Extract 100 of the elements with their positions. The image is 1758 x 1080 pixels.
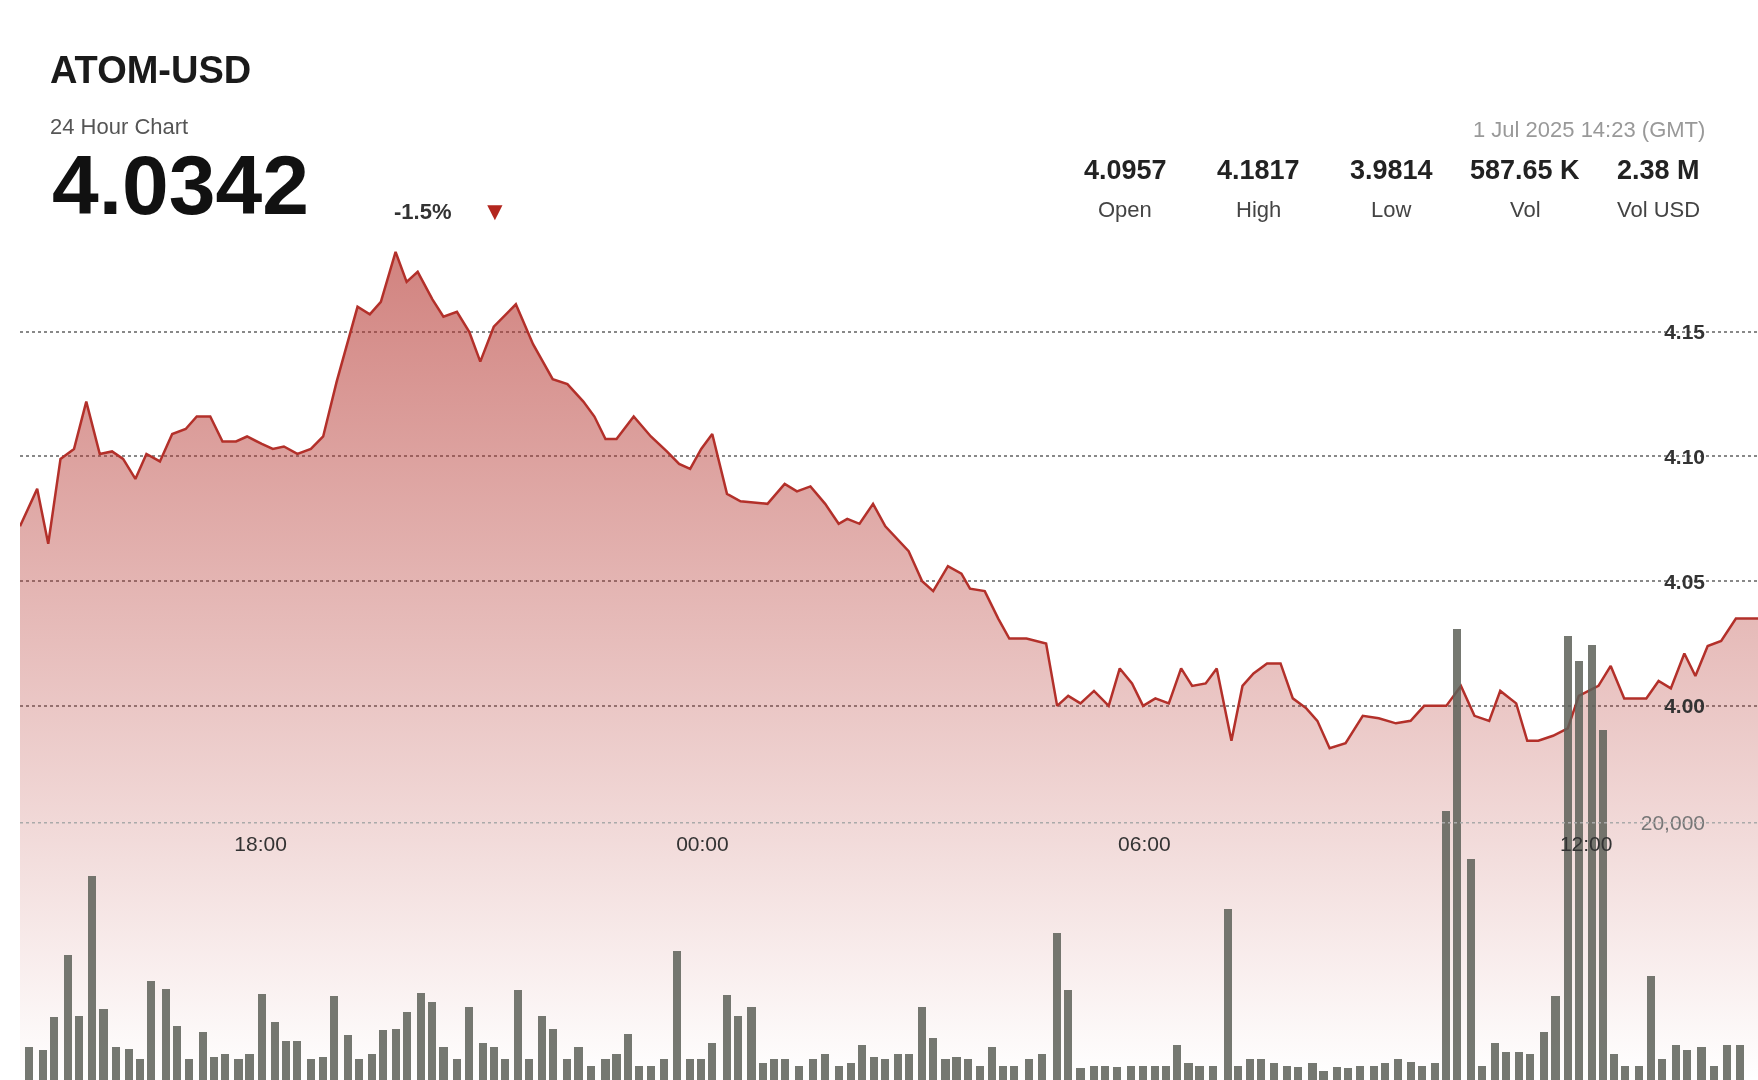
- bar: [601, 1059, 610, 1080]
- bar: [185, 1059, 193, 1080]
- y-tick-label: 4.00: [1664, 694, 1705, 718]
- bar: [221, 1054, 229, 1080]
- bar: [538, 1016, 546, 1080]
- bar: [428, 1002, 436, 1080]
- bar: [465, 1007, 473, 1080]
- bar: [199, 1032, 207, 1080]
- bar: [147, 981, 155, 1080]
- bar: [1010, 1066, 1018, 1080]
- y2-tick-label: 20,000: [1640, 811, 1705, 835]
- bar: [587, 1066, 595, 1080]
- bar: [858, 1045, 866, 1080]
- bar: [417, 993, 425, 1080]
- bar: [673, 951, 681, 1080]
- bar: [635, 1066, 643, 1080]
- bar: [723, 995, 731, 1080]
- bar: [173, 1026, 181, 1080]
- bar: [525, 1059, 533, 1080]
- bar: [988, 1047, 996, 1080]
- bar: [282, 1041, 290, 1080]
- bar: [479, 1043, 487, 1080]
- bar: [1502, 1052, 1510, 1080]
- bar: [1333, 1067, 1341, 1080]
- bar: [1162, 1066, 1170, 1080]
- bar: [1257, 1059, 1265, 1080]
- bar: [747, 1007, 756, 1080]
- bar: [392, 1029, 400, 1080]
- y-tick-label: 4.15: [1664, 320, 1706, 344]
- bar: [330, 996, 338, 1080]
- bar: [976, 1066, 984, 1080]
- bar: [307, 1059, 315, 1080]
- bar: [647, 1066, 655, 1080]
- annotation: 4.0957: [1084, 155, 1167, 185]
- bar: [1431, 1063, 1439, 1080]
- bar: [1101, 1066, 1109, 1080]
- bar: [809, 1059, 817, 1080]
- bar: [125, 1049, 133, 1080]
- bar: [1151, 1066, 1159, 1080]
- bar: [1540, 1032, 1548, 1080]
- bar: [1294, 1067, 1302, 1080]
- bar: [39, 1050, 47, 1080]
- bar: [847, 1063, 855, 1080]
- bar: [1344, 1068, 1352, 1080]
- bar: [1394, 1059, 1402, 1080]
- bar: [612, 1054, 621, 1080]
- annotation: 1 Jul 2025 14:23 (GMT): [1473, 117, 1706, 142]
- annotation: ▼: [482, 196, 508, 226]
- bar: [1184, 1063, 1193, 1080]
- bar: [1683, 1050, 1691, 1080]
- bar: [210, 1057, 218, 1080]
- bar: [75, 1016, 83, 1080]
- bar: [1736, 1045, 1744, 1080]
- bar: [344, 1035, 352, 1080]
- bar: [821, 1054, 829, 1080]
- bar: [1442, 811, 1450, 1080]
- bar: [1467, 859, 1475, 1080]
- bar: [918, 1007, 926, 1080]
- bar: [162, 989, 170, 1080]
- annotation: Open: [1098, 197, 1152, 222]
- bar: [1224, 909, 1232, 1080]
- bar: [1308, 1063, 1317, 1080]
- bar: [355, 1059, 363, 1080]
- bar: [697, 1059, 705, 1080]
- bar: [1610, 1054, 1618, 1080]
- text: 24 Hour Chart: [50, 114, 189, 140]
- annotation: Vol USD: [1617, 197, 1701, 222]
- bar: [708, 1043, 716, 1080]
- bar: [734, 1016, 742, 1080]
- bar: [1173, 1045, 1181, 1080]
- bar: [1025, 1059, 1033, 1080]
- bar: [894, 1054, 902, 1080]
- bar: [1270, 1063, 1278, 1080]
- bar: [929, 1038, 937, 1080]
- bar: [1697, 1047, 1706, 1080]
- bar: [88, 876, 96, 1080]
- text: ATOM-USD: [50, 49, 252, 92]
- bar: [1209, 1066, 1217, 1080]
- bar: [1090, 1066, 1098, 1080]
- annotation: 587.65 K: [1470, 155, 1581, 185]
- bar: [136, 1059, 144, 1080]
- bar: [1234, 1066, 1242, 1080]
- bar: [234, 1059, 243, 1080]
- annotation: 3.9814: [1350, 155, 1433, 185]
- annotation: Low: [1371, 197, 1412, 222]
- bar: [870, 1057, 878, 1080]
- bar: [245, 1054, 254, 1080]
- bar: [574, 1047, 583, 1080]
- y-tick-label: 4.10: [1664, 444, 1705, 468]
- bar: [1478, 1066, 1486, 1080]
- bar: [490, 1047, 498, 1080]
- bar: [795, 1066, 803, 1080]
- bar: [514, 990, 522, 1080]
- annotation: High: [1236, 197, 1282, 222]
- bar: [624, 1034, 632, 1080]
- bar: [1658, 1059, 1666, 1080]
- bar: [1113, 1067, 1121, 1080]
- bar: [50, 1017, 58, 1080]
- x-tick-label: 06:00: [1118, 832, 1171, 856]
- annotation: 4.1817: [1217, 155, 1300, 185]
